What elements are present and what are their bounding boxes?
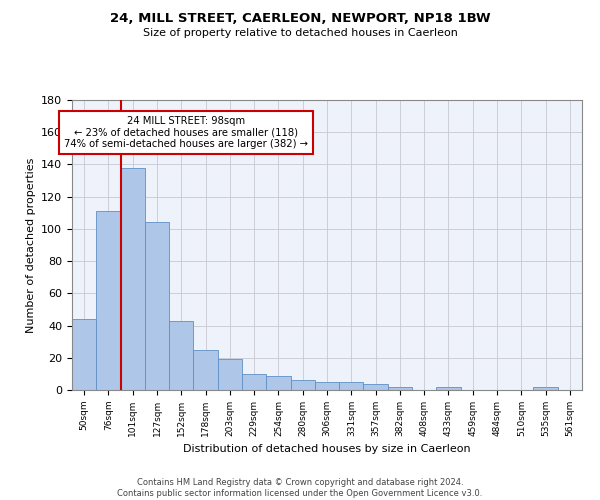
Bar [364, 384, 388, 390]
Bar [388, 387, 412, 390]
Bar [169, 320, 193, 390]
Text: Size of property relative to detached houses in Caerleon: Size of property relative to detached ho… [143, 28, 457, 38]
Bar [242, 374, 266, 390]
Bar [218, 360, 242, 390]
Bar [72, 319, 96, 390]
Text: Contains HM Land Registry data © Crown copyright and database right 2024.
Contai: Contains HM Land Registry data © Crown c… [118, 478, 482, 498]
Text: 24 MILL STREET: 98sqm
← 23% of detached houses are smaller (118)
74% of semi-det: 24 MILL STREET: 98sqm ← 23% of detached … [64, 116, 308, 150]
X-axis label: Distribution of detached houses by size in Caerleon: Distribution of detached houses by size … [183, 444, 471, 454]
Bar [266, 376, 290, 390]
Bar [315, 382, 339, 390]
Bar [193, 350, 218, 390]
Y-axis label: Number of detached properties: Number of detached properties [26, 158, 35, 332]
Bar [533, 387, 558, 390]
Bar [339, 382, 364, 390]
Bar [121, 168, 145, 390]
Bar [145, 222, 169, 390]
Bar [290, 380, 315, 390]
Bar [436, 387, 461, 390]
Bar [96, 211, 121, 390]
Text: 24, MILL STREET, CAERLEON, NEWPORT, NP18 1BW: 24, MILL STREET, CAERLEON, NEWPORT, NP18… [110, 12, 490, 26]
